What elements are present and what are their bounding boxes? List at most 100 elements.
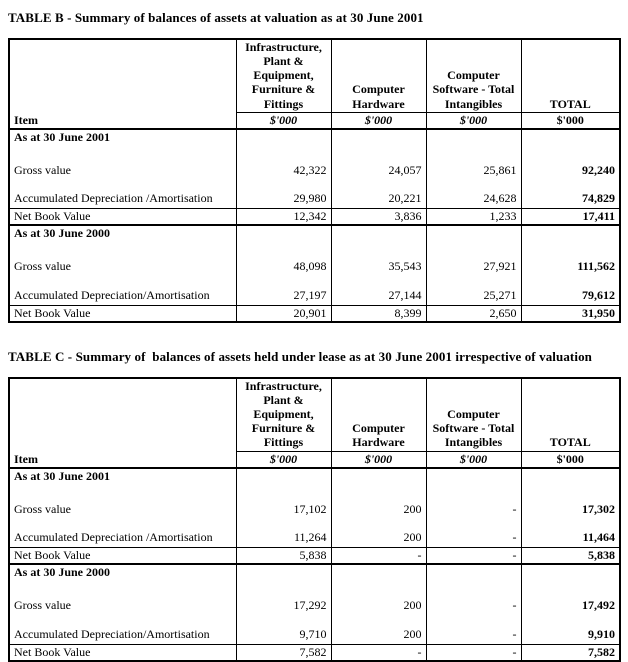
value-cell: 8,399 bbox=[330, 305, 427, 323]
empty-cell bbox=[520, 128, 621, 147]
value-cell: - bbox=[425, 615, 522, 645]
row-label: Net Book Value bbox=[8, 208, 237, 227]
col-header-total: TOTAL bbox=[520, 377, 621, 452]
section-row-2001: As at 30 June 2001 bbox=[8, 467, 621, 486]
row-label: Net Book Value bbox=[8, 547, 237, 566]
value-cell: 17,292 bbox=[235, 582, 332, 616]
empty-cell bbox=[235, 564, 332, 583]
value-cell: 27,921 bbox=[425, 243, 522, 277]
units-cell: $'000 bbox=[330, 112, 427, 130]
empty-cell bbox=[425, 564, 522, 583]
item-column-header: Item bbox=[8, 39, 237, 130]
table-c-header-row: Item Infrastructure, Plant & Equipment, … bbox=[8, 377, 621, 469]
row-label: Accumulated Depreciation /Amortisation bbox=[8, 179, 237, 210]
value-cell: 42,322 bbox=[235, 146, 332, 180]
value-cell: 200 bbox=[330, 485, 427, 519]
table-b-header-row: Item Infrastructure, Plant & Equipment, … bbox=[8, 39, 621, 130]
table-c: Item Infrastructure, Plant & Equipment, … bbox=[8, 376, 621, 662]
empty-cell bbox=[425, 467, 522, 486]
total-cell: 5,838 bbox=[520, 547, 621, 566]
value-cell: - bbox=[425, 582, 522, 616]
col-header-computer-hardware: Computer Hardware bbox=[330, 39, 427, 113]
table-c-title: TABLE C - Summary of balances of assets … bbox=[8, 348, 593, 364]
empty-cell bbox=[235, 467, 332, 486]
net-book-value-row: Net Book Value 20,901 8,399 2,650 31,950 bbox=[8, 305, 621, 323]
units-cell: $'000 bbox=[235, 451, 332, 469]
value-cell: 11,264 bbox=[235, 518, 332, 549]
row-label: Accumulated Depreciation /Amortisation bbox=[8, 518, 237, 549]
units-cell: $'000 bbox=[425, 451, 522, 469]
empty-cell bbox=[425, 128, 522, 147]
row-label: Net Book Value bbox=[8, 305, 237, 323]
total-cell: 9,910 bbox=[520, 615, 621, 645]
net-book-value-row: Net Book Value 7,582 - - 7,582 bbox=[8, 644, 621, 662]
col-header-computer-software: Computer Software - Total Intangibles bbox=[425, 39, 522, 113]
row-label: Gross value bbox=[8, 243, 237, 277]
value-cell: 20,221 bbox=[330, 179, 427, 210]
accumulated-depreciation-row: Accumulated Depreciation/Amortisation 9,… bbox=[8, 615, 621, 645]
value-cell: 24,628 bbox=[425, 179, 522, 210]
section-label: As at 30 June 2000 bbox=[8, 564, 237, 583]
col-header-computer-hardware: Computer Hardware bbox=[330, 377, 427, 452]
value-cell: 20,901 bbox=[235, 305, 332, 323]
value-cell: 2,650 bbox=[425, 305, 522, 323]
value-cell: - bbox=[425, 485, 522, 519]
value-cell: 200 bbox=[330, 582, 427, 616]
value-cell: 48,098 bbox=[235, 243, 332, 277]
gross-value-row: Gross value 17,292 200 - 17,492 bbox=[8, 582, 621, 616]
table-b-units-row: $'000 $'000 $'000 $'000 bbox=[9, 112, 621, 130]
section-row-2000: As at 30 June 2000 bbox=[8, 225, 621, 244]
accumulated-depreciation-row: Accumulated Depreciation /Amortisation 2… bbox=[8, 179, 621, 210]
value-cell: 25,861 bbox=[425, 146, 522, 180]
units-cell-total: $'000 bbox=[520, 112, 621, 130]
table-b-title: TABLE B - Summary of balances of assets … bbox=[8, 10, 424, 25]
empty-cell bbox=[330, 225, 427, 244]
row-label: Accumulated Depreciation/Amortisation bbox=[8, 276, 237, 306]
table-b: Item Infrastructure, Plant & Equipment, … bbox=[8, 38, 621, 323]
accumulated-depreciation-row: Accumulated Depreciation /Amortisation 1… bbox=[8, 518, 621, 549]
empty-cell bbox=[235, 128, 332, 147]
value-cell: 35,543 bbox=[330, 243, 427, 277]
section-label: As at 30 June 2001 bbox=[8, 467, 237, 486]
value-cell: 9,710 bbox=[235, 615, 332, 645]
section-row-2001: As at 30 June 2001 bbox=[8, 128, 621, 147]
section-label: As at 30 June 2001 bbox=[8, 128, 237, 147]
net-book-value-row: Net Book Value 12,342 3,836 1,233 17,411 bbox=[8, 208, 621, 227]
value-cell: - bbox=[330, 547, 427, 566]
units-cell-total: $'000 bbox=[520, 451, 621, 469]
empty-cell bbox=[330, 564, 427, 583]
value-cell: 1,233 bbox=[425, 208, 522, 227]
row-label: Net Book Value bbox=[8, 644, 237, 662]
empty-cell bbox=[520, 225, 621, 244]
col-header-computer-software: Computer Software - Total Intangibles bbox=[425, 377, 522, 452]
value-cell: 24,057 bbox=[330, 146, 427, 180]
value-cell: 29,980 bbox=[235, 179, 332, 210]
value-cell: 200 bbox=[330, 615, 427, 645]
value-cell: 27,197 bbox=[235, 276, 332, 306]
value-cell: - bbox=[425, 518, 522, 549]
total-cell: 17,302 bbox=[520, 485, 621, 519]
value-cell: 25,271 bbox=[425, 276, 522, 306]
row-label: Accumulated Depreciation/Amortisation bbox=[8, 615, 237, 645]
gross-value-row: Gross value 17,102 200 - 17,302 bbox=[8, 485, 621, 519]
value-cell: 12,342 bbox=[235, 208, 332, 227]
item-column-header: Item bbox=[8, 377, 237, 469]
total-cell: 111,562 bbox=[520, 243, 621, 277]
total-cell: 11,464 bbox=[520, 518, 621, 549]
value-cell: 7,582 bbox=[235, 644, 332, 662]
value-cell: 27,144 bbox=[330, 276, 427, 306]
net-book-value-row: Net Book Value 5,838 - - 5,838 bbox=[8, 547, 621, 566]
col-header-infrastructure: Infrastructure, Plant & Equipment, Furni… bbox=[235, 39, 332, 113]
col-header-infrastructure: Infrastructure, Plant & Equipment, Furni… bbox=[235, 377, 332, 452]
value-cell: 3,836 bbox=[330, 208, 427, 227]
total-cell: 17,411 bbox=[520, 208, 621, 227]
total-cell: 74,829 bbox=[520, 179, 621, 210]
value-cell: - bbox=[425, 644, 522, 662]
empty-cell bbox=[520, 564, 621, 583]
accumulated-depreciation-row: Accumulated Depreciation/Amortisation 27… bbox=[8, 276, 621, 306]
section-row-2000: As at 30 June 2000 bbox=[8, 564, 621, 583]
total-cell: 31,950 bbox=[520, 305, 621, 323]
table-c-units-row: $'000 $'000 $'000 $'000 bbox=[9, 451, 621, 469]
row-label: Gross value bbox=[8, 146, 237, 180]
